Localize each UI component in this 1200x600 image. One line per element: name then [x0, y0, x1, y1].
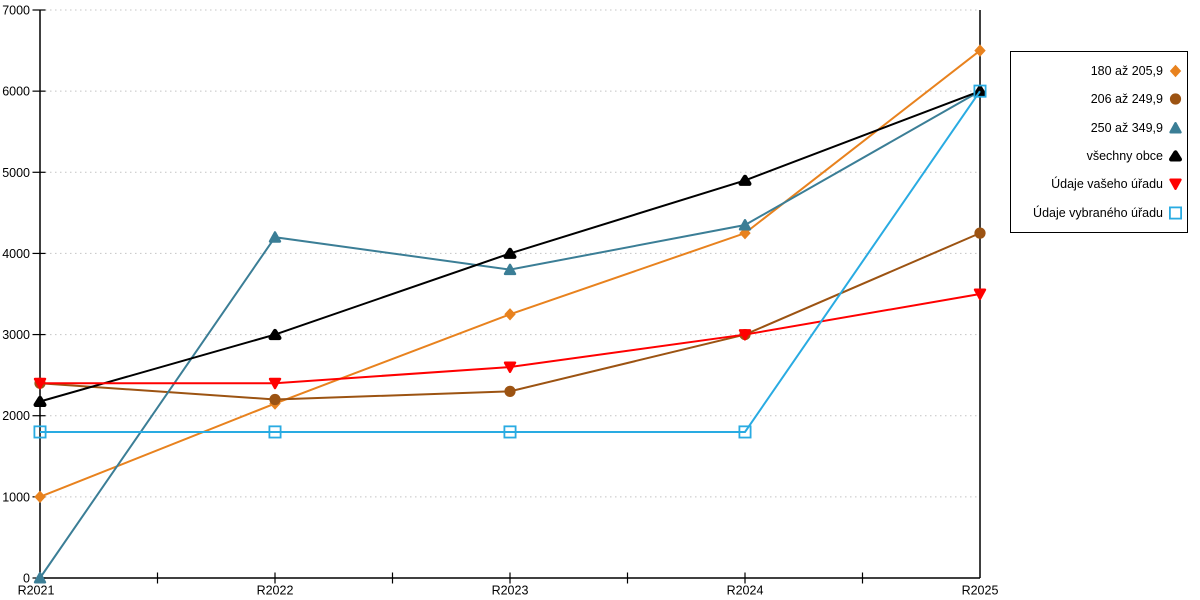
x-tick-label: R2023: [492, 584, 529, 598]
triangle-down-marker-icon: [973, 288, 987, 300]
triangle-down-marker-icon: [738, 329, 752, 341]
legend-marker: [1169, 121, 1182, 134]
legend-marker: [1169, 64, 1182, 78]
x-tick-label: R2025: [962, 584, 999, 598]
diamond-marker-icon: [1169, 64, 1182, 78]
square-open-marker-icon: [503, 425, 517, 439]
legend-item-label: Údaje vašeho úřadu: [1051, 177, 1163, 192]
y-tick-label: 0: [23, 572, 30, 586]
circle-marker-icon: [504, 385, 516, 397]
y-tick-label: 7000: [2, 4, 30, 18]
diamond-marker-icon: [739, 226, 751, 240]
triangle-up-rounded-marker-icon: [33, 395, 47, 408]
legend-item-label: Údaje vybraného úřadu: [1033, 205, 1163, 220]
triangle-down-marker-icon: [33, 377, 47, 390]
x-axis-ticks-labels: R2021 R2022 R2023 R2024 R2025: [18, 572, 999, 598]
square-open-marker-icon: [1169, 206, 1182, 220]
square-open-marker-icon: [738, 425, 752, 439]
y-tick-label: 2000: [2, 409, 30, 423]
legend-item: 250 až 349,9: [1015, 116, 1183, 140]
triangle-up-marker-icon: [1169, 121, 1182, 134]
diamond-marker-icon: [504, 308, 516, 321]
x-tick-label: R2021: [18, 584, 55, 598]
gridlines: [40, 9, 977, 498]
triangle-up-rounded-marker-icon: [268, 328, 282, 341]
x-tick-label: R2022: [257, 584, 294, 598]
legend-item-label: 206 až 249,9: [1090, 92, 1163, 107]
triangle-up-marker-icon: [33, 572, 47, 584]
legend-marker: [1169, 150, 1182, 162]
diamond-marker-icon: [974, 44, 986, 57]
circle-marker-icon: [974, 227, 986, 239]
series-triangle-down: [33, 288, 987, 390]
square-open-marker-icon: [33, 425, 47, 439]
legend-item: 180 až 205,9: [1015, 59, 1183, 83]
y-tick-label: 4000: [2, 247, 30, 261]
triangle-up-rounded-marker-icon: [1169, 150, 1182, 162]
square-open-marker-icon: [268, 425, 282, 439]
triangle-down-marker-icon: [1169, 178, 1182, 191]
circle-marker-icon: [1169, 93, 1182, 106]
triangle-up-marker-icon: [503, 263, 517, 276]
triangle-down-marker-icon: [268, 377, 282, 390]
triangle-up-rounded-marker-icon: [503, 247, 517, 259]
triangle-down-marker-icon: [503, 361, 517, 374]
diamond-marker-icon: [34, 490, 46, 504]
legend-item: Údaje vybraného úřadu: [1015, 201, 1183, 225]
legend-item-label: všechny obce: [1086, 149, 1163, 164]
triangle-up-marker-icon: [268, 231, 282, 243]
triangle-up-rounded-marker-icon: [973, 85, 987, 97]
series-square-open: [33, 84, 987, 439]
legend-item: všechny obce: [1015, 144, 1183, 168]
circle-marker-icon: [269, 393, 281, 406]
legend-marker: [1169, 93, 1182, 106]
triangle-up-marker-icon: [738, 219, 752, 231]
legend-item: Údaje vašeho úřadu: [1015, 172, 1183, 196]
legend: 180 až 205,9 206 až 249,9 250 až 349,9 všec…: [1010, 51, 1188, 233]
legend-item-label: 250 až 349,9: [1090, 120, 1163, 135]
legend-marker: [1169, 178, 1182, 191]
triangle-up-rounded-marker-icon: [738, 174, 752, 186]
y-tick-label: 5000: [2, 166, 30, 180]
y-tick-label: 3000: [2, 328, 30, 342]
series-triangle-up-rounded: [33, 85, 987, 408]
legend-item-label: 180 až 205,9: [1090, 64, 1163, 79]
y-axis-ticks-labels: 0 1000 2000 3000 4000 5000 6000 7000: [2, 4, 46, 586]
legend-item: 206 až 249,9: [1015, 87, 1183, 111]
square-open-marker-icon: [973, 84, 987, 98]
legend-marker: [1169, 206, 1182, 220]
y-tick-label: 6000: [2, 85, 30, 99]
y-tick-label: 1000: [2, 490, 30, 504]
x-tick-label: R2024: [727, 584, 764, 598]
